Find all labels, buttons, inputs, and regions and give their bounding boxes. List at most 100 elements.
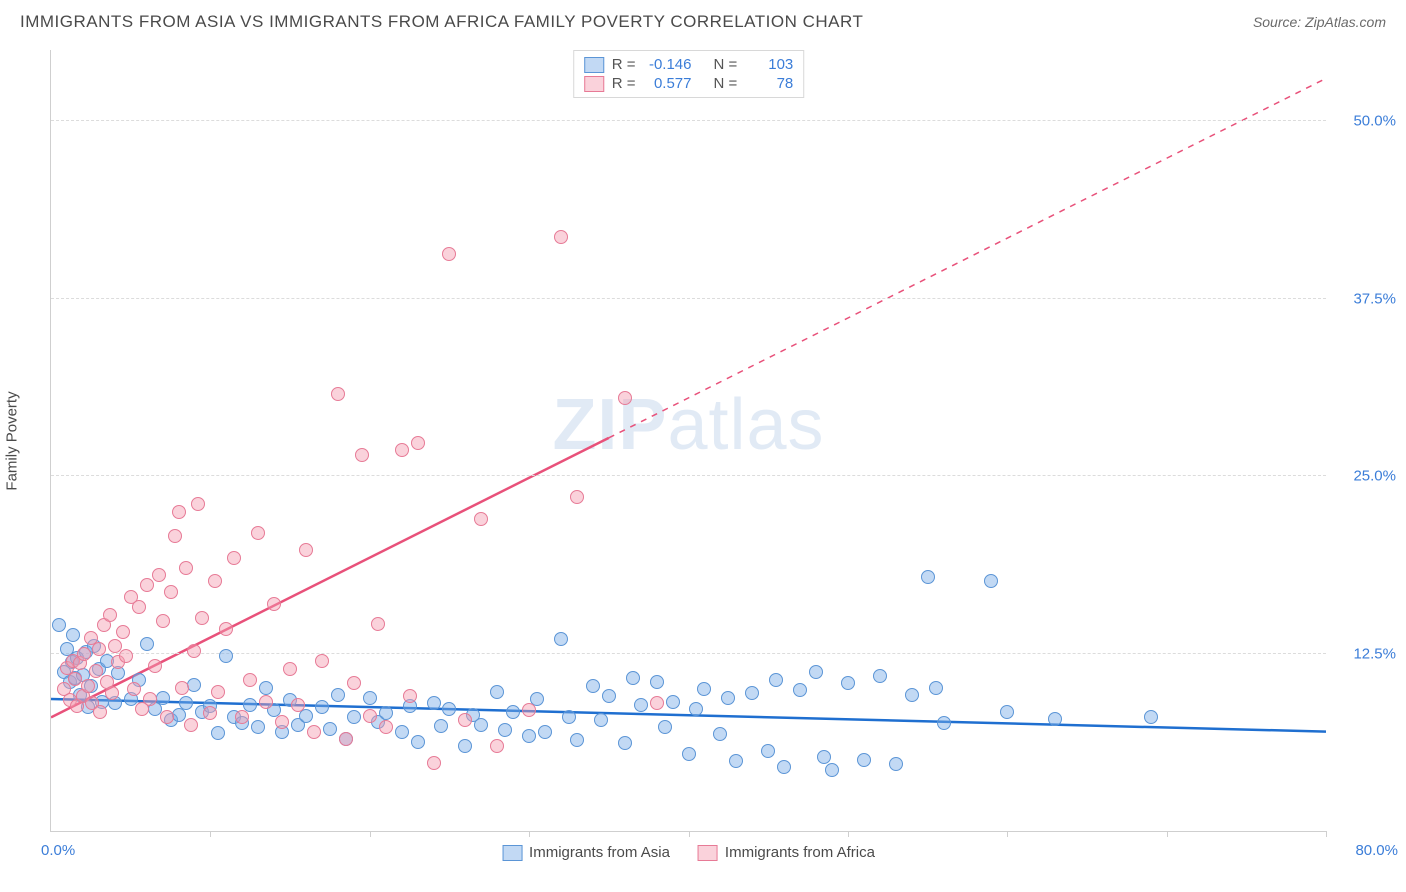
data-point-africa xyxy=(315,654,329,668)
data-point-africa xyxy=(140,578,154,592)
source-prefix: Source: xyxy=(1253,14,1305,30)
x-max-label: 80.0% xyxy=(1355,842,1398,859)
data-point-asia xyxy=(458,739,472,753)
data-point-asia xyxy=(721,691,735,705)
data-point-asia xyxy=(331,688,345,702)
data-point-asia xyxy=(299,709,313,723)
stats-row-africa: R = 0.577 N = 78 xyxy=(584,74,794,93)
watermark-zip: ZIP xyxy=(552,385,667,465)
data-point-asia xyxy=(873,669,887,683)
x-tick xyxy=(848,831,849,837)
data-point-africa xyxy=(379,720,393,734)
data-point-africa xyxy=(371,617,385,631)
data-point-asia xyxy=(442,702,456,716)
data-point-asia xyxy=(434,719,448,733)
scatter-plot: ZIPatlas R = -0.146 N = 103 R = 0.577 N … xyxy=(50,50,1326,832)
data-point-asia xyxy=(682,747,696,761)
data-point-asia xyxy=(211,726,225,740)
data-point-asia xyxy=(984,574,998,588)
data-point-africa xyxy=(143,692,157,706)
data-point-africa xyxy=(127,682,141,696)
data-point-asia xyxy=(243,698,257,712)
x-origin-label: 0.0% xyxy=(41,842,75,859)
data-point-africa xyxy=(243,673,257,687)
data-point-asia xyxy=(363,691,377,705)
data-point-africa xyxy=(160,710,174,724)
data-point-asia xyxy=(1000,705,1014,719)
data-point-asia xyxy=(323,722,337,736)
data-point-africa xyxy=(179,561,193,575)
data-point-asia xyxy=(156,691,170,705)
data-point-asia xyxy=(841,676,855,690)
gridline xyxy=(51,298,1326,299)
data-point-africa xyxy=(152,568,166,582)
data-point-africa xyxy=(490,739,504,753)
data-point-asia xyxy=(634,698,648,712)
data-point-africa xyxy=(331,387,345,401)
data-point-asia xyxy=(187,678,201,692)
data-point-africa xyxy=(203,706,217,720)
data-point-asia xyxy=(809,665,823,679)
data-point-africa xyxy=(347,676,361,690)
data-point-asia xyxy=(179,696,193,710)
r-value-asia: -0.146 xyxy=(644,56,692,73)
y-tick-label: 12.5% xyxy=(1336,645,1396,662)
r-label: R = xyxy=(612,56,636,73)
data-point-africa xyxy=(175,681,189,695)
data-point-africa xyxy=(395,443,409,457)
data-point-asia xyxy=(857,753,871,767)
data-point-asia xyxy=(825,763,839,777)
x-tick xyxy=(210,831,211,837)
n-value-africa: 78 xyxy=(745,75,793,92)
legend-swatch-africa xyxy=(698,845,718,861)
data-point-asia xyxy=(650,675,664,689)
data-point-asia xyxy=(658,720,672,734)
y-tick-label: 50.0% xyxy=(1336,113,1396,130)
data-point-africa xyxy=(363,709,377,723)
data-point-africa xyxy=(522,703,536,717)
data-point-asia xyxy=(251,720,265,734)
data-point-africa xyxy=(427,756,441,770)
x-tick xyxy=(1167,831,1168,837)
data-point-asia xyxy=(140,637,154,651)
data-point-africa xyxy=(267,597,281,611)
data-point-asia xyxy=(490,685,504,699)
gridline xyxy=(51,475,1326,476)
legend-item-africa: Immigrants from Africa xyxy=(698,844,875,861)
data-point-asia xyxy=(522,729,536,743)
data-point-africa xyxy=(291,698,305,712)
data-point-africa xyxy=(458,713,472,727)
data-point-asia xyxy=(761,744,775,758)
data-point-africa xyxy=(148,659,162,673)
data-point-asia xyxy=(562,710,576,724)
data-point-asia xyxy=(474,718,488,732)
data-point-africa xyxy=(184,718,198,732)
data-point-asia xyxy=(689,702,703,716)
data-point-asia xyxy=(1144,710,1158,724)
source-link[interactable]: ZipAtlas.com xyxy=(1305,14,1386,30)
data-point-asia xyxy=(427,696,441,710)
data-point-africa xyxy=(81,679,95,693)
data-point-africa xyxy=(164,585,178,599)
data-point-africa xyxy=(156,614,170,628)
chart-area: ZIPatlas R = -0.146 N = 103 R = 0.577 N … xyxy=(50,50,1326,832)
chart-title: IMMIGRANTS FROM ASIA VS IMMIGRANTS FROM … xyxy=(20,12,863,32)
data-point-africa xyxy=(259,695,273,709)
data-point-africa xyxy=(168,529,182,543)
data-point-africa xyxy=(195,611,209,625)
data-point-asia xyxy=(1048,712,1062,726)
data-point-africa xyxy=(187,644,201,658)
data-point-asia xyxy=(66,628,80,642)
data-point-asia xyxy=(817,750,831,764)
data-point-africa xyxy=(442,247,456,261)
gridline xyxy=(51,653,1326,654)
data-point-africa xyxy=(570,490,584,504)
trend-line-africa-extrapolated xyxy=(609,78,1326,437)
data-point-asia xyxy=(219,649,233,663)
data-point-asia xyxy=(586,679,600,693)
data-point-africa xyxy=(474,512,488,526)
data-point-africa xyxy=(339,732,353,746)
x-tick xyxy=(1326,831,1327,837)
data-point-africa xyxy=(251,526,265,540)
x-tick xyxy=(1007,831,1008,837)
